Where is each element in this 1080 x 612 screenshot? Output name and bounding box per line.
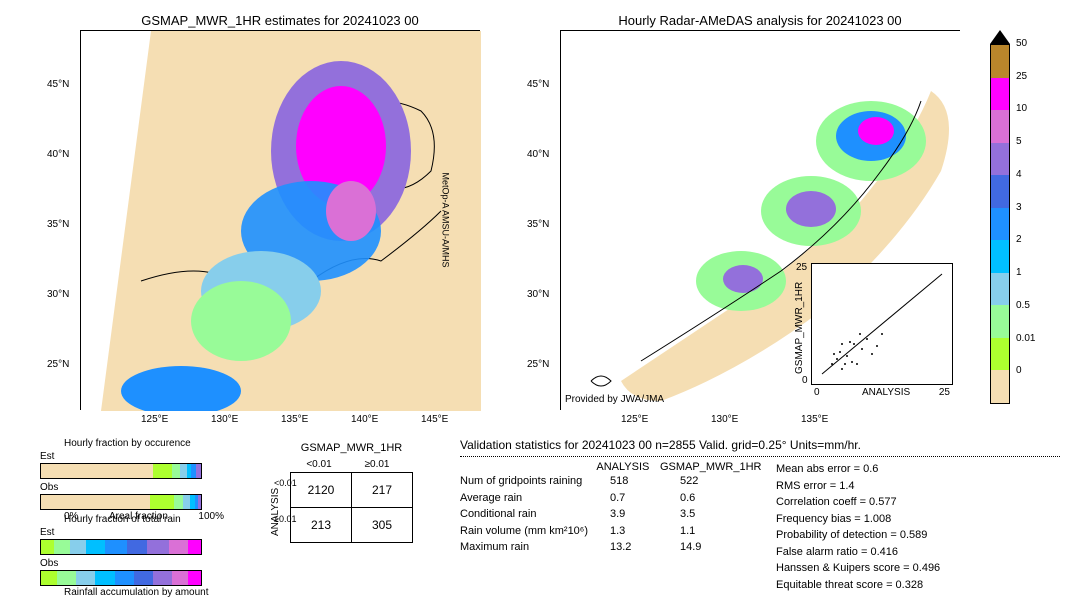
scatter-ylabel: GSMAP_MWR_1HR [794, 282, 805, 374]
validation-stats: Validation statistics for 20241023 00 n=… [460, 438, 1060, 593]
lat-tick: 25°N [47, 359, 69, 370]
lat-tick: 40°N [527, 149, 549, 160]
lat-tick: 35°N [527, 219, 549, 230]
lon-tick: 135°E [801, 414, 828, 425]
scatter-ymax: 25 [796, 262, 807, 273]
map-right: Hourly Radar-AMeDAS analysis for 2024102… [560, 30, 960, 410]
provided-label: Provided by JWA/JMA [565, 394, 664, 405]
lat-tick: 35°N [47, 219, 69, 230]
fraction-occurrence: Hourly fraction by occurence Est Obs 0% … [40, 438, 224, 522]
scatter-plot: ANALYSIS 0 25 25 0 GSMAP_MWR_1HR [811, 263, 953, 385]
fraction-total: Hourly fraction of total rain Est Obs Ra… [40, 514, 209, 598]
scatter-xlabel: ANALYSIS [862, 387, 910, 398]
lat-tick: 30°N [47, 289, 69, 300]
lon-tick: 145°E [421, 414, 448, 425]
lat-tick: 25°N [527, 359, 549, 370]
lon-tick: 130°E [711, 414, 738, 425]
lon-tick: 125°E [141, 414, 168, 425]
colorbar-arrow-icon [990, 30, 1010, 44]
map-left: GSMAP_MWR_1HR estimates for 20241023 00 … [80, 30, 480, 410]
fo-title: Hourly fraction by occurence [64, 438, 224, 449]
ft-title: Hourly fraction of total rain [64, 514, 209, 525]
map-left-svg [81, 31, 481, 411]
stats-header: Validation statistics for 20241023 00 n=… [460, 438, 1060, 452]
lat-tick: 30°N [527, 289, 549, 300]
map-left-title: GSMAP_MWR_1HR estimates for 20241023 00 [81, 13, 479, 28]
lon-tick: 140°E [351, 414, 378, 425]
map-left-sensor: MetOp-A AMSU-A/MHS [440, 172, 450, 267]
lon-tick: 135°E [281, 414, 308, 425]
lat-tick: 45°N [47, 79, 69, 90]
lon-tick: 130°E [211, 414, 238, 425]
lat-tick: 40°N [47, 149, 69, 160]
lat-tick: 45°N [527, 79, 549, 90]
colorbar: 502510543210.50.010 [990, 44, 1010, 404]
map-right-title: Hourly Radar-AMeDAS analysis for 2024102… [561, 13, 959, 28]
scatter-xmax: 25 [939, 387, 950, 398]
lon-tick: 125°E [621, 414, 648, 425]
contingency-table: GSMAP_MWR_1HR <0.01≥0.01 ANALYSIS <0.01 … [270, 442, 413, 543]
